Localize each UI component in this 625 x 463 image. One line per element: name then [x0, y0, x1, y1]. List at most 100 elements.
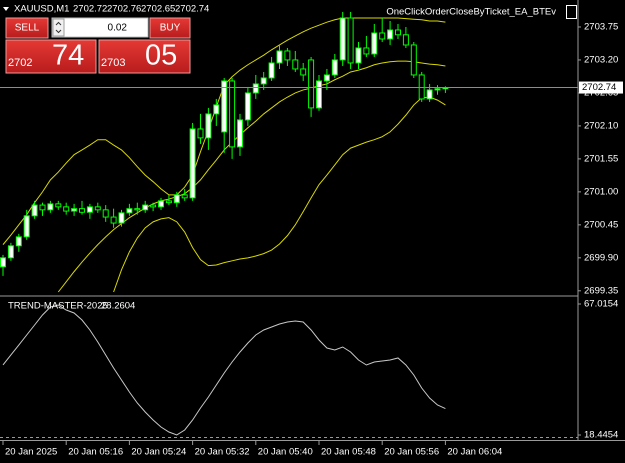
y-tick-label: 2699.35: [584, 285, 618, 296]
candle-body: [300, 68, 307, 76]
candle-body: [94, 206, 101, 211]
sell-button[interactable]: SELL: [5, 17, 49, 39]
candle-body: [284, 50, 291, 61]
candle-body: [134, 208, 141, 211]
indicator-line: [2, 304, 446, 436]
band-line: [113, 96, 446, 293]
trade-panel: SELL 0.02 BUY 2702 74 2703 05: [5, 17, 191, 74]
buy-label[interactable]: BUY: [160, 23, 181, 34]
buy-button-bg[interactable]: [149, 17, 191, 39]
spinner-arrows: [55, 21, 62, 34]
candle-body: [63, 206, 70, 212]
candle-body: [79, 208, 85, 213]
bid-pips: 74: [52, 40, 84, 72]
y-tick-label: 2703.20: [584, 54, 618, 65]
ask-main: 2703: [101, 57, 125, 69]
axes: 2703.752703.202702.652702.102701.552701.…: [2, 21, 623, 458]
candle-body: [229, 80, 236, 148]
candle-body: [86, 206, 93, 213]
price-label-box: [579, 81, 623, 94]
bid-box[interactable]: 2702 74: [5, 39, 97, 74]
candle-body: [71, 208, 78, 212]
candle-body: [189, 128, 196, 199]
x-tick-label: 20 Jan 06:04: [447, 447, 502, 458]
y-tick-label: 2703.75: [584, 21, 618, 32]
sell-label[interactable]: SELL: [15, 23, 40, 34]
candle-body: [339, 17, 346, 61]
ask-box-bg[interactable]: [98, 39, 191, 74]
symbol: XAUUSD,M1: [14, 4, 69, 15]
candle-body: [434, 88, 441, 91]
price-panel: [0, 11, 578, 293]
candle-body: [363, 47, 370, 55]
candle-body: [205, 113, 212, 139]
candle-body: [31, 204, 38, 217]
indicator-value: 28.2604: [101, 301, 135, 312]
ea-name: OneClickOrderCloseByTicket_EA_BTEv: [386, 7, 556, 18]
x-tick-label: 20 Jan 2025: [5, 447, 57, 458]
ohlc-high: 2702.76: [107, 4, 141, 15]
x-tick-label: 20 Jan 05:32: [195, 447, 250, 458]
x-tick-label: 20 Jan 05:24: [131, 447, 186, 458]
candle-body: [181, 194, 188, 199]
ohlc-low: 2702.65: [141, 4, 175, 15]
candle-body: [402, 34, 409, 46]
symbol-menu-icon[interactable]: [3, 7, 9, 11]
candle-body: [150, 204, 157, 208]
candle-body: [426, 89, 433, 100]
candle-body: [110, 216, 117, 224]
candle-body: [355, 47, 362, 64]
y-tick-label: 18.4454: [584, 430, 618, 441]
candle-body: [158, 200, 164, 208]
lot-box[interactable]: [51, 17, 149, 38]
indicator-panel: [2, 304, 446, 436]
buy-button[interactable]: BUY: [149, 17, 191, 39]
candle-body: [15, 236, 22, 247]
candle-body: [379, 32, 386, 40]
candle-body: [308, 59, 315, 109]
candle-body: [276, 50, 283, 64]
candle-body: [252, 83, 259, 94]
x-tick-label: 20 Jan 05:40: [258, 447, 313, 458]
ask-box[interactable]: 2703 05: [98, 39, 191, 74]
candle-body: [237, 119, 243, 148]
candle-body: [260, 77, 267, 85]
y-tick-label: 2702.10: [584, 120, 618, 131]
candle-body: [292, 59, 299, 70]
candle-body: [118, 212, 125, 224]
candle-body: [395, 29, 401, 36]
candle-body: [126, 208, 133, 214]
x-tick-label: 20 Jan 05:48: [321, 447, 376, 458]
candle-body: [323, 74, 330, 82]
lot-value[interactable]: 0.02: [108, 23, 128, 34]
candle-body: [55, 203, 62, 208]
candle-body: [102, 209, 109, 218]
ea-icon[interactable]: [566, 5, 577, 19]
candle-body: [387, 29, 394, 40]
lot-input[interactable]: 0.02: [51, 17, 149, 38]
ohlc-close: 2702.74: [175, 4, 209, 15]
bid-box-bg[interactable]: [5, 39, 97, 74]
candle-body: [244, 92, 251, 121]
y-tick-label: 2700.45: [584, 219, 618, 230]
candle-body: [39, 204, 46, 211]
sell-button-bg[interactable]: [5, 17, 49, 39]
candle-body: [347, 17, 354, 64]
bid-main: 2702: [8, 57, 32, 69]
candle-body: [418, 74, 425, 100]
candle-body: [316, 80, 322, 109]
candle-body: [0, 257, 6, 268]
candle-body: [173, 194, 180, 204]
y-tick-label: 2701.55: [584, 153, 618, 164]
candle-body: [7, 245, 14, 259]
x-tick-label: 20 Jan 05:56: [384, 447, 439, 458]
y-tick-label: 2699.90: [584, 252, 618, 263]
candle-body: [47, 203, 54, 211]
candle-body: [371, 32, 378, 55]
y-tick-label: 2701.00: [584, 186, 618, 197]
lot-spinner[interactable]: [52, 18, 65, 37]
candle-body: [165, 200, 172, 204]
ask-pips: 05: [145, 40, 177, 72]
